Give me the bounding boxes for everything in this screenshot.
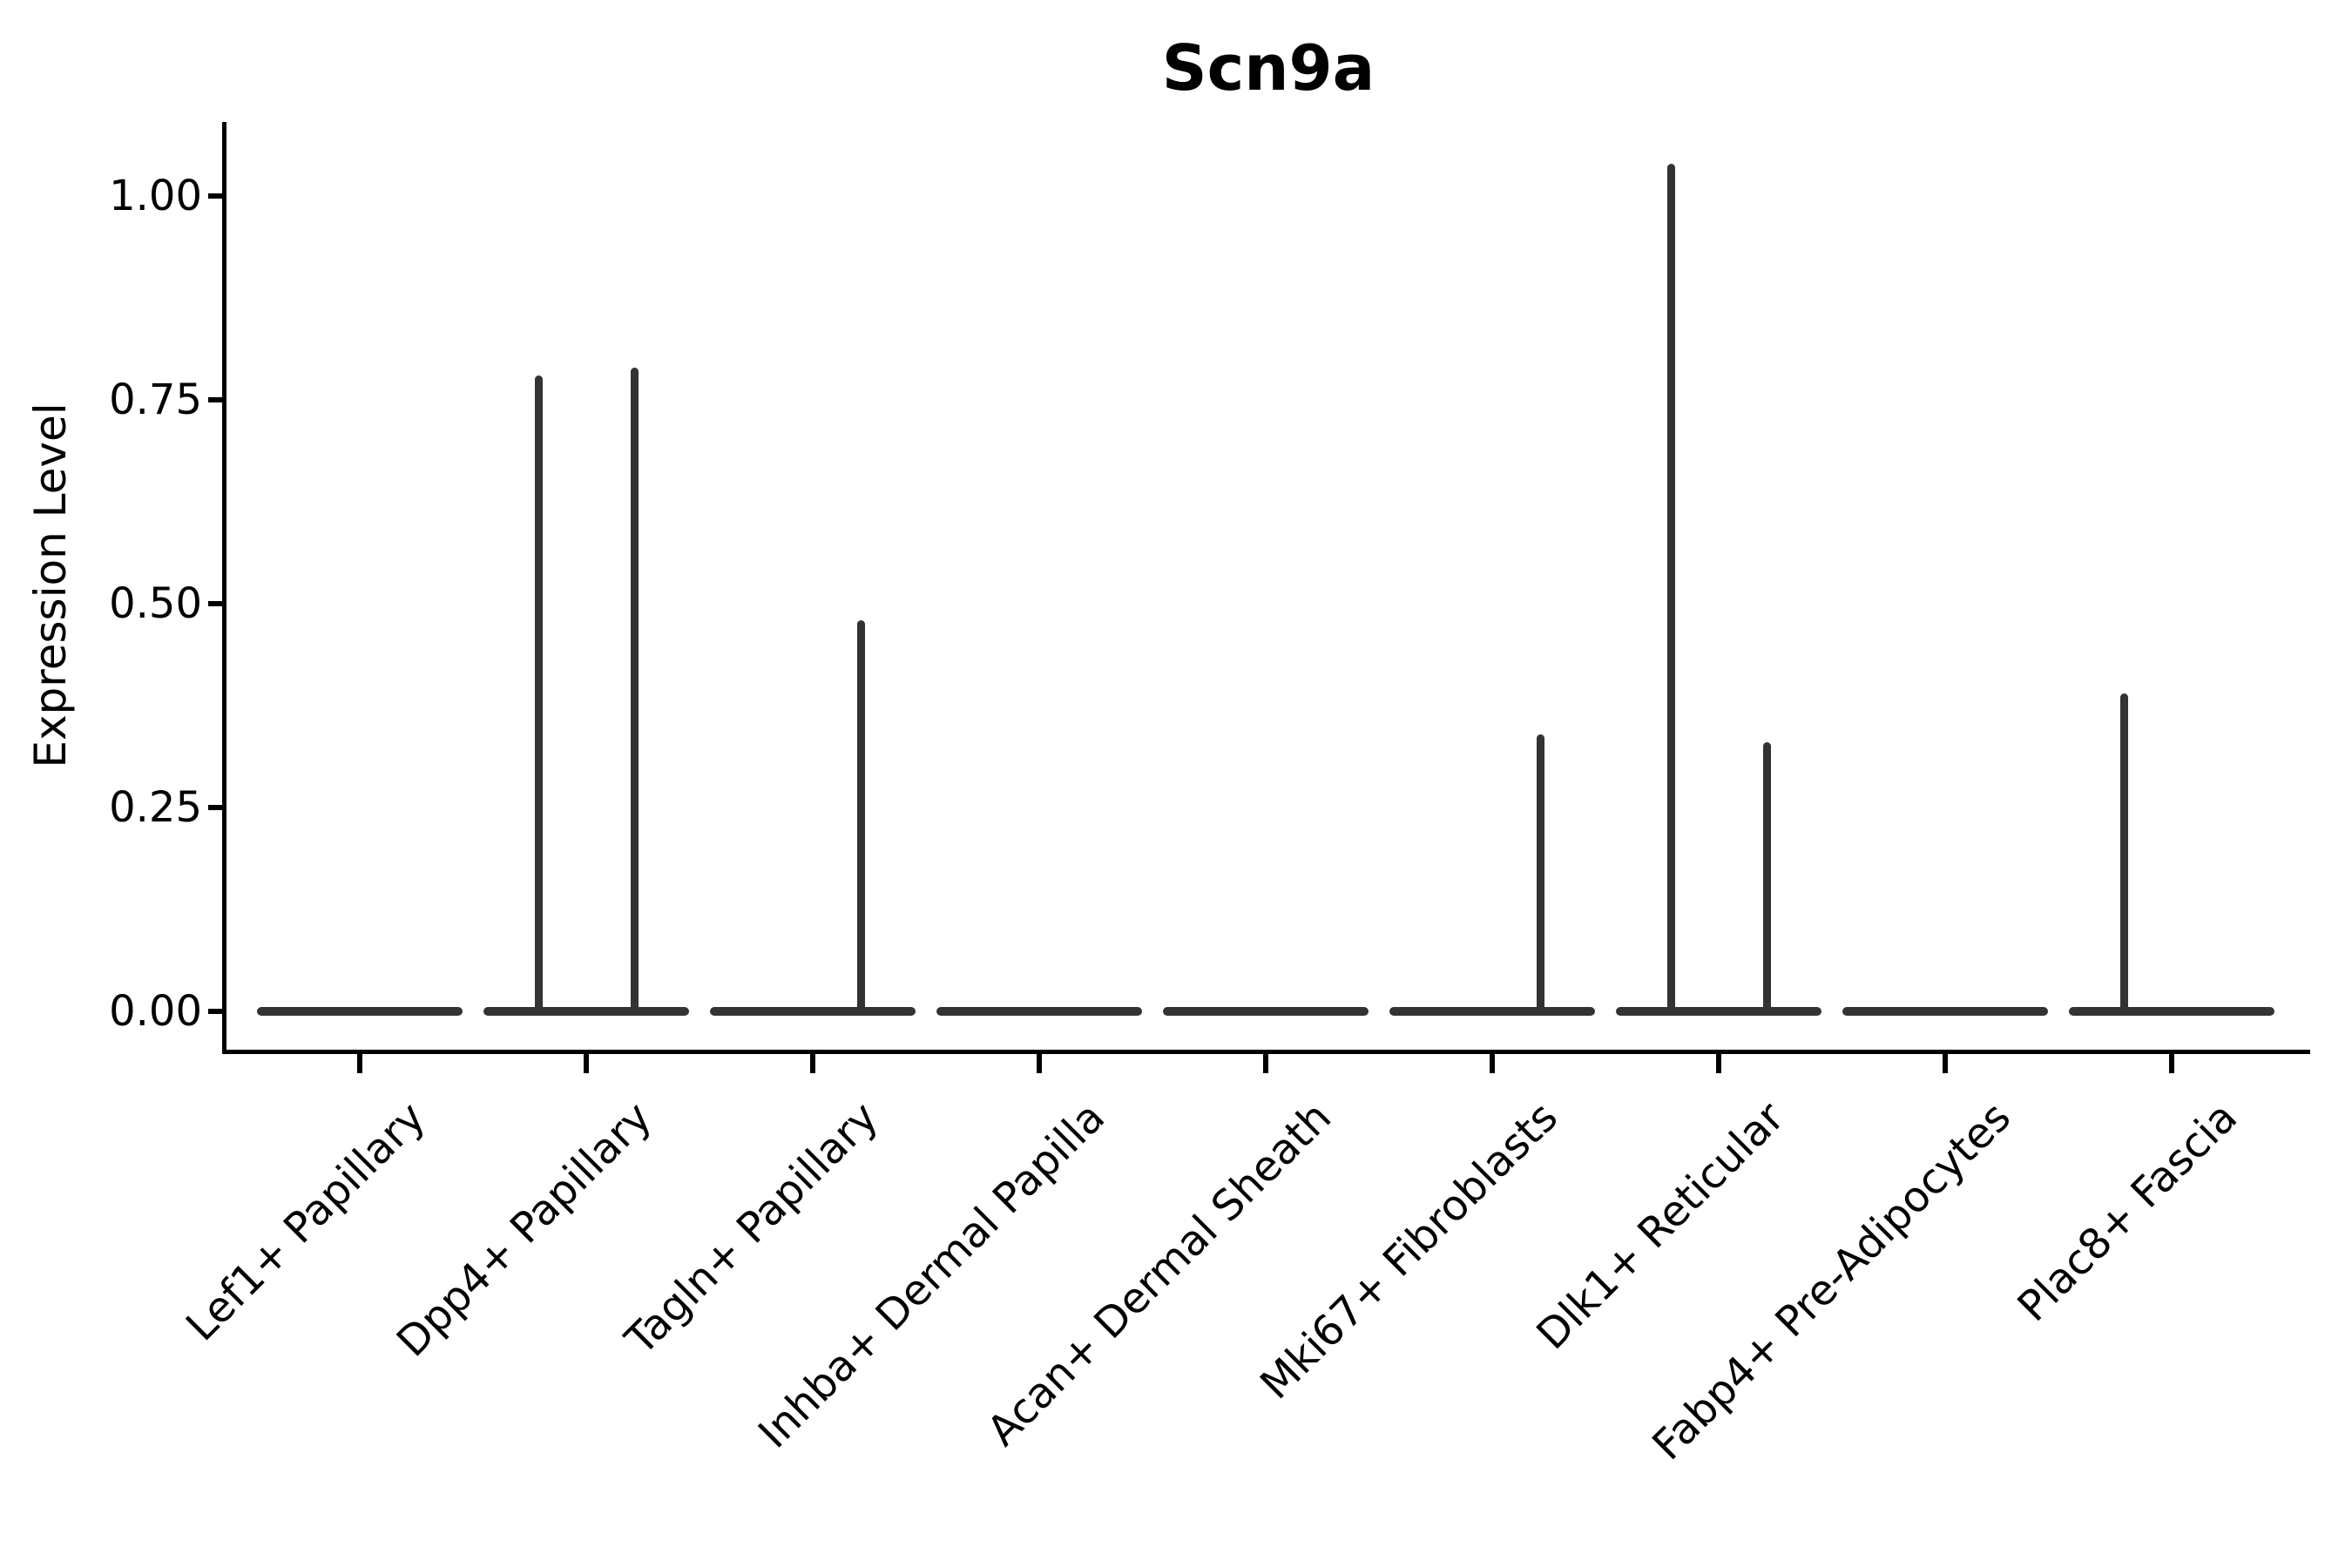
x-category-label: Lef1+ Papillary bbox=[177, 1092, 436, 1351]
x-tick-mark bbox=[1263, 1054, 1268, 1073]
x-tick-mark bbox=[1716, 1054, 1721, 1073]
violin-body bbox=[1842, 1007, 2048, 1016]
x-category-label: Fabp4+ Pre-Adipocytes bbox=[1643, 1092, 2021, 1470]
y-tick-label: 1.00 bbox=[109, 172, 202, 220]
violin-body bbox=[2069, 1007, 2274, 1016]
violin-spike bbox=[1666, 163, 1675, 1016]
y-tick-label: 0.75 bbox=[109, 375, 202, 424]
x-category-label: Mki67+ Fibroblasts bbox=[1251, 1092, 1568, 1409]
x-tick-mark bbox=[357, 1054, 362, 1073]
x-category-label: Tagln+ Papillary bbox=[616, 1092, 889, 1365]
x-tick-mark bbox=[1943, 1054, 1948, 1073]
x-tick-mark bbox=[2169, 1054, 2174, 1073]
violin-spike bbox=[856, 619, 865, 1016]
violin-body bbox=[936, 1007, 1142, 1016]
violin-body bbox=[710, 1007, 916, 1016]
y-tick-mark bbox=[208, 193, 222, 199]
x-category-label: Plac8+ Fascia bbox=[2008, 1092, 2247, 1331]
x-category-label: Inhba+ Dermal Papilla bbox=[748, 1092, 1115, 1458]
y-tick-mark bbox=[208, 601, 222, 606]
x-category-label: Acan+ Dermal Sheath bbox=[977, 1092, 1342, 1456]
x-tick-mark bbox=[810, 1054, 815, 1073]
y-tick-mark bbox=[208, 397, 222, 402]
violin-body bbox=[1389, 1007, 1595, 1016]
violin-spike bbox=[534, 375, 543, 1016]
y-axis-spine bbox=[222, 122, 226, 1054]
violin-body bbox=[483, 1007, 689, 1016]
y-tick-mark bbox=[208, 1009, 222, 1014]
violin-spike bbox=[1762, 742, 1771, 1016]
y-tick-label: 0.00 bbox=[109, 987, 202, 1036]
violin-spike bbox=[2119, 693, 2128, 1016]
x-tick-mark bbox=[1490, 1054, 1495, 1073]
violin-body bbox=[1616, 1007, 1821, 1016]
x-category-label: Dlk1+ Reticular bbox=[1527, 1092, 1794, 1360]
y-tick-mark bbox=[208, 805, 222, 810]
violin-spike bbox=[1536, 733, 1544, 1016]
x-tick-mark bbox=[584, 1054, 589, 1073]
y-tick-label: 0.25 bbox=[109, 783, 202, 832]
plot-title: Scn9a bbox=[1161, 31, 1375, 105]
violin-body bbox=[1163, 1007, 1369, 1016]
y-tick-label: 0.50 bbox=[109, 579, 202, 628]
violin-body bbox=[257, 1007, 463, 1016]
x-axis-spine bbox=[222, 1050, 2310, 1054]
violin-spike bbox=[630, 367, 639, 1016]
x-category-label: Dpp4+ Papillary bbox=[387, 1092, 662, 1367]
x-tick-mark bbox=[1037, 1054, 1042, 1073]
